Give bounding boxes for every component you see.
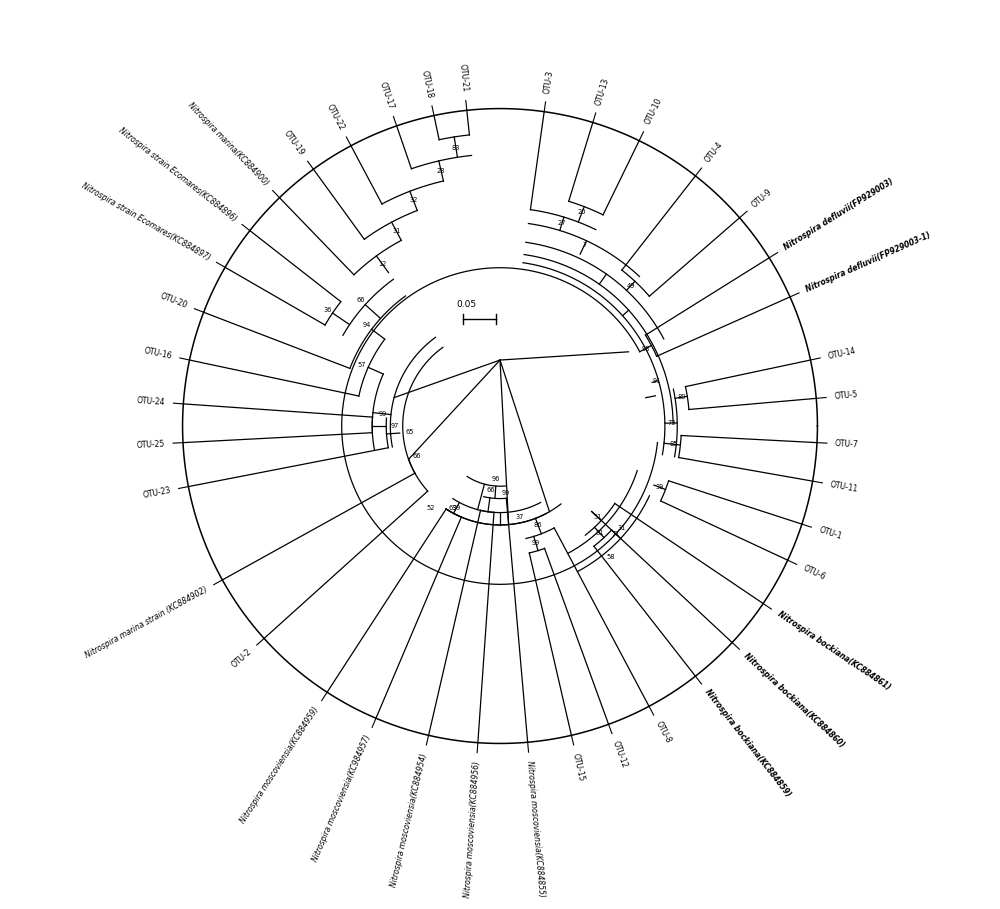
Text: OTU-7: OTU-7 <box>835 439 859 449</box>
Text: 37: 37 <box>515 514 524 520</box>
Text: 97: 97 <box>390 423 399 429</box>
Text: Nitrospira bockiana(KC884859): Nitrospira bockiana(KC884859) <box>703 688 793 799</box>
Text: Nitrospira strain Ecomares(KC884896): Nitrospira strain Ecomares(KC884896) <box>117 125 238 223</box>
Text: Nitrospira moscoviensia(KC884954): Nitrospira moscoviensia(KC884954) <box>389 752 429 887</box>
Text: OTU-2: OTU-2 <box>230 647 254 670</box>
Text: OTU-8: OTU-8 <box>654 720 673 745</box>
Text: Nitrospira moscoviensia(KC884956): Nitrospira moscoviensia(KC884956) <box>463 761 481 898</box>
Text: 66: 66 <box>412 454 421 459</box>
Text: Nitrospira moscoviensia(KC884959): Nitrospira moscoviensia(KC884959) <box>239 705 321 824</box>
Text: 49: 49 <box>627 283 635 288</box>
Text: OTU-20: OTU-20 <box>159 292 188 310</box>
Text: Nitrospira marina(KC884900): Nitrospira marina(KC884900) <box>186 101 270 188</box>
Text: OTU-25: OTU-25 <box>136 439 165 450</box>
Text: OTU-13: OTU-13 <box>594 76 611 106</box>
Text: 96: 96 <box>492 476 500 483</box>
Text: 66: 66 <box>487 486 495 493</box>
Text: OTU-10: OTU-10 <box>643 97 664 126</box>
Text: OTU-1: OTU-1 <box>818 525 843 541</box>
Text: 57: 57 <box>358 362 366 367</box>
Text: OTU-22: OTU-22 <box>325 103 346 132</box>
Text: Nitrospira defluvii(FP929003): Nitrospira defluvii(FP929003) <box>782 177 895 252</box>
Text: 12: 12 <box>378 261 386 267</box>
Text: 52: 52 <box>427 505 435 511</box>
Text: OTU-23: OTU-23 <box>142 485 171 500</box>
Text: OTU-16: OTU-16 <box>143 346 173 361</box>
Text: 31: 31 <box>617 524 625 531</box>
Text: 91: 91 <box>653 378 661 384</box>
Text: 58: 58 <box>606 554 614 561</box>
Text: 39: 39 <box>656 484 664 491</box>
Text: 99: 99 <box>379 411 387 416</box>
Text: OTU-4: OTU-4 <box>703 140 725 165</box>
Text: OTU-12: OTU-12 <box>611 740 629 769</box>
Text: 20: 20 <box>578 209 586 215</box>
Text: Nitrospira bockiana(KC884860): Nitrospira bockiana(KC884860) <box>742 652 846 750</box>
Text: 63: 63 <box>448 505 457 511</box>
Text: Nitrospira moscoviensia(KC984957): Nitrospira moscoviensia(KC984957) <box>311 734 373 863</box>
Text: 51: 51 <box>594 514 602 520</box>
Text: 0.05: 0.05 <box>456 300 476 309</box>
Text: OTU-5: OTU-5 <box>834 390 858 401</box>
Text: OTU-9: OTU-9 <box>750 187 774 209</box>
Text: 7: 7 <box>582 242 586 248</box>
Text: 86: 86 <box>534 522 542 527</box>
Text: Nitrospira strain Ecomares(KC884897): Nitrospira strain Ecomares(KC884897) <box>80 181 212 262</box>
Text: OTU-3: OTU-3 <box>542 70 554 95</box>
Text: OTU-11: OTU-11 <box>830 480 859 494</box>
Text: 98: 98 <box>641 345 650 352</box>
Text: 99: 99 <box>452 505 460 511</box>
Text: OTU-19: OTU-19 <box>282 129 306 157</box>
Text: Nitrospira marina strain (KC884902): Nitrospira marina strain (KC884902) <box>83 584 209 660</box>
Text: OTU-14: OTU-14 <box>827 346 857 361</box>
Text: 66: 66 <box>356 297 365 304</box>
Text: OTU-18: OTU-18 <box>420 69 435 99</box>
Text: OTU-15: OTU-15 <box>571 752 586 782</box>
Text: 65: 65 <box>405 429 414 435</box>
Text: 36: 36 <box>324 307 332 313</box>
Text: 85: 85 <box>670 441 678 447</box>
Text: 71: 71 <box>612 531 620 537</box>
Text: 32: 32 <box>409 197 418 204</box>
Text: 80: 80 <box>677 395 686 400</box>
Text: 99: 99 <box>502 490 510 496</box>
Text: 28: 28 <box>437 167 445 174</box>
Text: 31: 31 <box>392 228 400 234</box>
Text: OTU-21: OTU-21 <box>457 64 469 93</box>
Text: 81: 81 <box>596 530 604 536</box>
Text: 94: 94 <box>362 323 371 328</box>
Text: Nitrospira bockiana(KC884861): Nitrospira bockiana(KC884861) <box>776 610 892 693</box>
Text: 27: 27 <box>558 220 566 225</box>
Text: 83: 83 <box>452 145 460 151</box>
Text: OTU-17: OTU-17 <box>377 80 395 110</box>
Text: 73: 73 <box>667 420 676 426</box>
Text: Nitrospira defluvii(FP929003-1): Nitrospira defluvii(FP929003-1) <box>805 230 932 294</box>
Text: OTU-6: OTU-6 <box>802 564 827 582</box>
Text: OTU-24: OTU-24 <box>137 396 166 407</box>
Text: 99: 99 <box>532 540 540 545</box>
Text: Nitrospira moscoviensia(KC884855): Nitrospira moscoviensia(KC884855) <box>525 760 546 897</box>
